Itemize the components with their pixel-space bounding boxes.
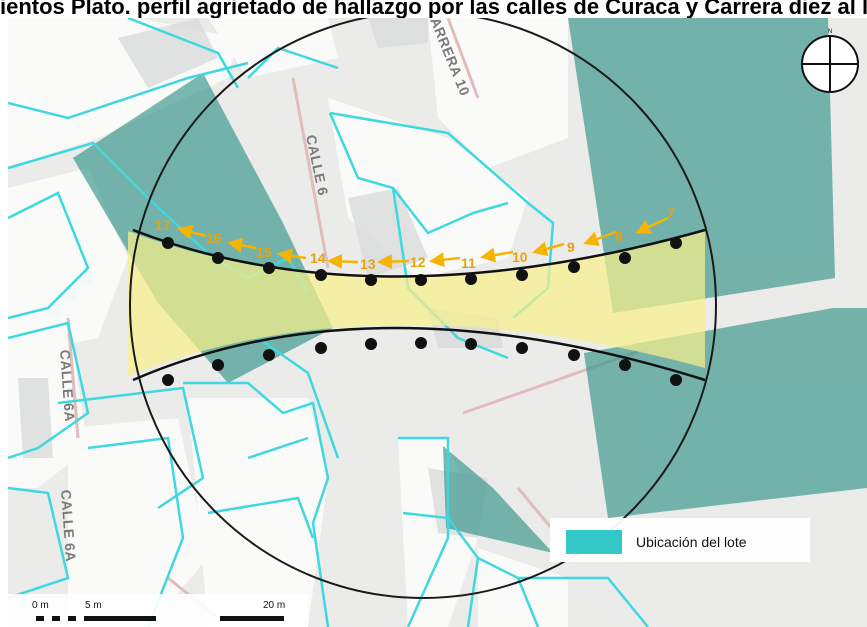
point-label-7: 7 bbox=[667, 205, 675, 221]
scale-bar: 0 m 5 m 20 m bbox=[8, 594, 308, 627]
point-label-17: 17 bbox=[155, 217, 171, 233]
map-canvas[interactable]: 7 8 9 10 11 12 13 14 15 16 17 CALLE 6 CA… bbox=[8, 18, 867, 627]
scale-label-0: 0 m bbox=[32, 600, 49, 611]
street-label-calle-6: CALLE 6 bbox=[303, 133, 332, 197]
point-label-8: 8 bbox=[615, 228, 623, 244]
point-label-12: 12 bbox=[410, 254, 426, 270]
point-label-15: 15 bbox=[256, 244, 272, 260]
point-label-16: 16 bbox=[206, 230, 222, 246]
legend-label: Ubicación del lote bbox=[636, 534, 747, 550]
point-label-13: 13 bbox=[360, 256, 376, 272]
legend-swatch bbox=[566, 530, 622, 554]
map-svg: 7 8 9 10 11 12 13 14 15 16 17 CALLE 6 CA… bbox=[8, 18, 867, 627]
legend: Ubicación del lote bbox=[550, 518, 810, 562]
point-label-11: 11 bbox=[461, 255, 476, 271]
map-title: ientos Plato. perfil agrietado de hallaz… bbox=[0, 0, 867, 20]
point-label-9: 9 bbox=[567, 239, 575, 255]
north-label: N bbox=[828, 29, 832, 35]
point-label-10: 10 bbox=[512, 249, 528, 265]
scale-label-20: 20 m bbox=[263, 600, 285, 611]
scale-label-5: 5 m bbox=[85, 600, 102, 611]
point-label-14: 14 bbox=[310, 250, 326, 266]
